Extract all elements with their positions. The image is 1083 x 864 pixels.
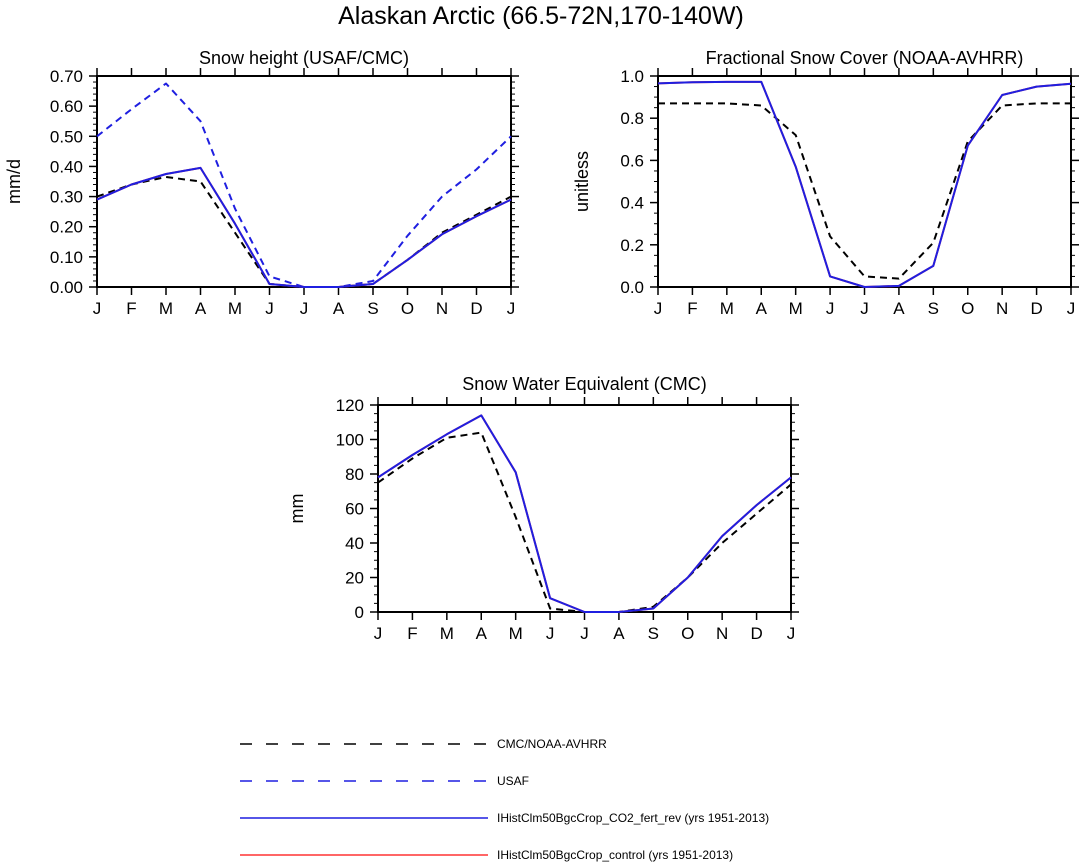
x-tick-label: A [195,299,207,318]
x-tick-label: J [787,624,796,643]
chart-panel: Snow height (USAF/CMC)mm/dJ F M A M J J A S O N D J0… [4,48,519,318]
x-tick-label: J [860,299,869,318]
x-tick-label: M [789,299,803,318]
x-tick-label: J [507,299,516,318]
legend-label: CMC/NOAA-AVHRR [497,737,607,751]
y-tick-label: 0 [355,603,364,622]
series-line [377,431,792,613]
y-tick-label: 0.0 [620,278,644,297]
panel-title: Snow height (USAF/CMC) [199,48,409,68]
x-tick-label: M [440,624,454,643]
y-tick-label: 1.0 [620,67,644,86]
x-tick-label: D [750,624,762,643]
y-tick-label: 40 [345,534,364,553]
legend-entry: IHistClm50BgcCrop_CO2_fert_rev (yrs 1951… [240,811,769,825]
y-tick-label: 80 [345,465,364,484]
x-tick-label: D [1030,299,1042,318]
x-tick-label: A [476,624,488,643]
x-tick-label: J [93,299,102,318]
legend-label: IHistClm50BgcCrop_control (yrs 1951-2013… [497,848,733,862]
y-tick-label: 0.6 [620,151,644,170]
series-line [657,80,1072,288]
y-axis-label: mm/d [4,159,24,204]
x-tick-label: A [756,299,768,318]
chart-panel: Snow Water Equivalent (CMC) mm J F M A M J J A S O N… [287,374,799,643]
x-tick-label: S [648,624,659,643]
panel-title: Snow Water Equivalent (CMC) [462,374,706,394]
x-tick-label: M [228,299,242,318]
panel-title: Fractional Snow Cover (NOAA-AVHRR) [706,48,1024,68]
legend-label: USAF [497,774,529,788]
x-tick-label: S [928,299,939,318]
y-tick-label: 0.2 [620,236,644,255]
series-line [96,166,512,288]
x-tick-label: J [1067,299,1076,318]
y-tick-label: 0.50 [50,127,83,146]
plot-frame [657,75,1072,288]
y-tick-label: 100 [336,431,364,450]
charts: Snow height (USAF/CMC)mm/dJ F M A M J J A S O N D J0… [4,48,1079,643]
series-line [657,80,1072,288]
y-axis-label: unitless [572,151,592,212]
x-tick-label: F [687,299,697,318]
legend: CMC/NOAA-AVHRR USAF IHistClm50BgcCrop_CO2_… [240,737,769,862]
x-tick-label: J [580,624,589,643]
x-tick-label: M [720,299,734,318]
figure-title: Alaskan Arctic (66.5-72N,170-140W) [338,2,744,30]
y-tick-label: 0.00 [50,278,83,297]
legend-entry: USAF [240,774,529,788]
y-tick-label: 0.4 [620,194,644,213]
series-line [96,176,512,288]
series-line [377,414,792,613]
legend-entry: CMC/NOAA-AVHRR [240,737,607,751]
y-tick-label: 60 [345,500,364,519]
x-tick-label: O [401,299,414,318]
chart-panel: Fractional Snow Cover (NOAA-AVHRR) unitle… [572,48,1079,318]
x-tick-label: J [300,299,309,318]
series-line [96,166,512,288]
x-tick-label: N [716,624,728,643]
y-tick-label: 0.10 [50,248,83,267]
x-tick-label: A [893,299,905,318]
y-tick-label: 0.40 [50,157,83,176]
series-line [377,414,792,613]
x-tick-label: M [509,624,523,643]
legend-entry: IHistClm50BgcCrop_control (yrs 1951-2013… [240,848,733,862]
plot-frame [377,404,792,613]
series-line [658,102,1071,280]
y-tick-label: 0.70 [50,67,83,86]
x-tick-label: O [961,299,974,318]
x-tick-label: J [654,299,663,318]
x-tick-label: O [681,624,694,643]
y-tick-label: 0.20 [50,218,83,237]
y-tick-label: 0.8 [620,109,644,128]
legend-label: IHistClm50BgcCrop_CO2_fert_rev (yrs 1951… [497,811,769,825]
x-tick-label: A [613,624,625,643]
x-tick-label: A [333,299,345,318]
x-tick-label: F [126,299,136,318]
x-tick-label: N [436,299,448,318]
y-tick-label: 120 [336,396,364,415]
series-line [96,82,512,288]
x-tick-label: D [470,299,482,318]
y-tick-label: 20 [345,569,364,588]
x-tick-label: J [826,299,835,318]
x-tick-label: M [159,299,173,318]
y-tick-label: 0.60 [50,97,83,116]
x-tick-label: J [265,299,274,318]
x-tick-label: F [407,624,417,643]
y-axis-label: mm [287,494,307,524]
plot-frame [96,75,512,288]
y-tick-label: 0.30 [50,188,83,207]
x-tick-label: N [996,299,1008,318]
x-tick-label: S [367,299,378,318]
x-tick-label: J [546,624,555,643]
x-tick-label: J [374,624,383,643]
